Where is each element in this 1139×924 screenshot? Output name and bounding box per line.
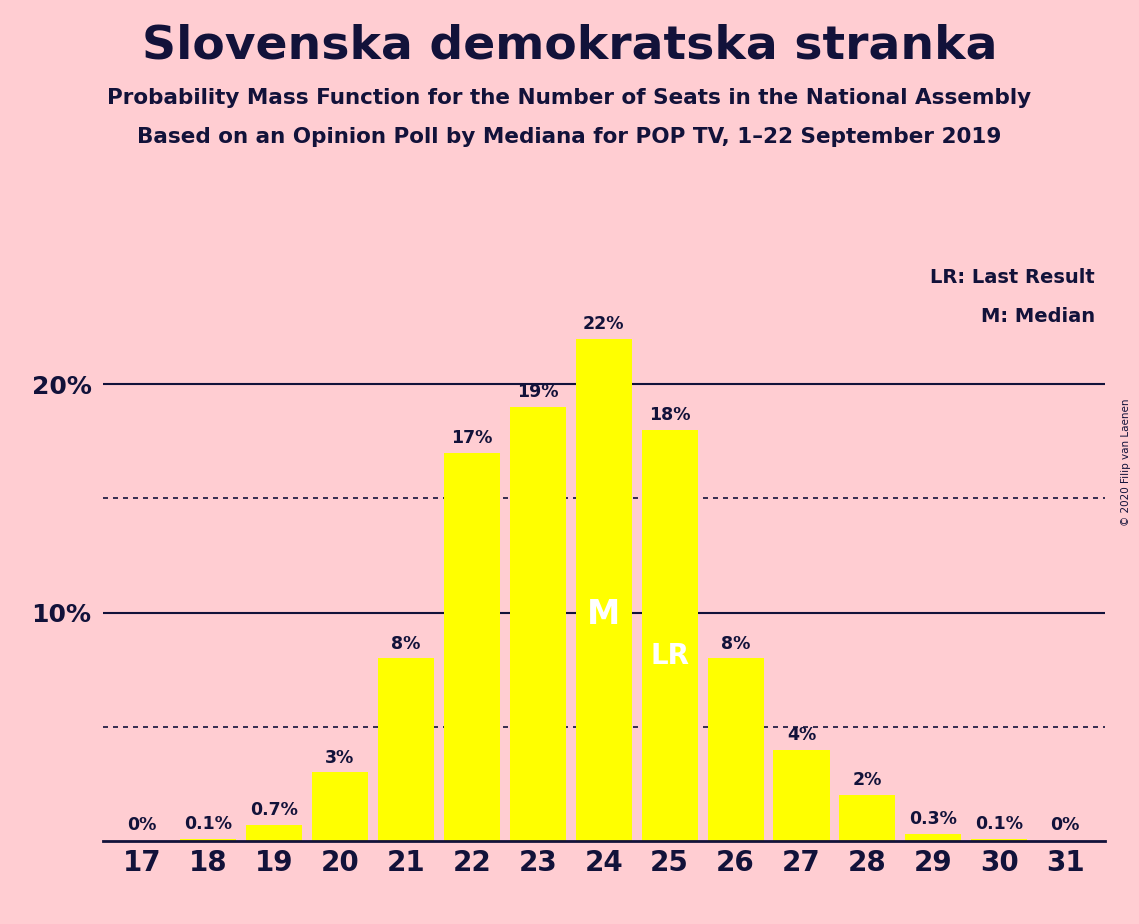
Bar: [641, 430, 697, 841]
Text: 0.3%: 0.3%: [909, 810, 957, 828]
Bar: [839, 796, 895, 841]
Bar: [906, 834, 961, 841]
Text: LR: Last Result: LR: Last Result: [931, 268, 1095, 286]
Text: 22%: 22%: [583, 315, 624, 333]
Text: LR: LR: [650, 642, 689, 670]
Bar: [773, 749, 829, 841]
Text: 8%: 8%: [391, 635, 420, 652]
Text: Slovenska demokratska stranka: Slovenska demokratska stranka: [141, 23, 998, 68]
Text: 4%: 4%: [787, 726, 817, 744]
Text: 19%: 19%: [517, 383, 558, 401]
Text: 0.1%: 0.1%: [975, 815, 1023, 833]
Bar: [180, 839, 236, 841]
Text: 0.7%: 0.7%: [251, 801, 298, 820]
Text: 0%: 0%: [128, 816, 157, 834]
Text: 0%: 0%: [1050, 816, 1080, 834]
Text: 18%: 18%: [649, 407, 690, 424]
Bar: [972, 839, 1027, 841]
Text: Based on an Opinion Poll by Mediana for POP TV, 1–22 September 2019: Based on an Opinion Poll by Mediana for …: [138, 127, 1001, 147]
Text: Probability Mass Function for the Number of Seats in the National Assembly: Probability Mass Function for the Number…: [107, 88, 1032, 108]
Text: M: Median: M: Median: [981, 307, 1095, 325]
Text: 2%: 2%: [853, 772, 882, 789]
Bar: [444, 453, 500, 841]
Bar: [246, 825, 302, 841]
Bar: [707, 658, 763, 841]
Bar: [312, 772, 368, 841]
Text: 3%: 3%: [326, 748, 354, 767]
Text: 8%: 8%: [721, 635, 751, 652]
Text: © 2020 Filip van Laenen: © 2020 Filip van Laenen: [1121, 398, 1131, 526]
Text: 17%: 17%: [451, 429, 492, 447]
Text: M: M: [587, 599, 621, 631]
Bar: [575, 338, 632, 841]
Bar: [378, 658, 434, 841]
Text: 0.1%: 0.1%: [185, 815, 232, 833]
Bar: [509, 407, 566, 841]
